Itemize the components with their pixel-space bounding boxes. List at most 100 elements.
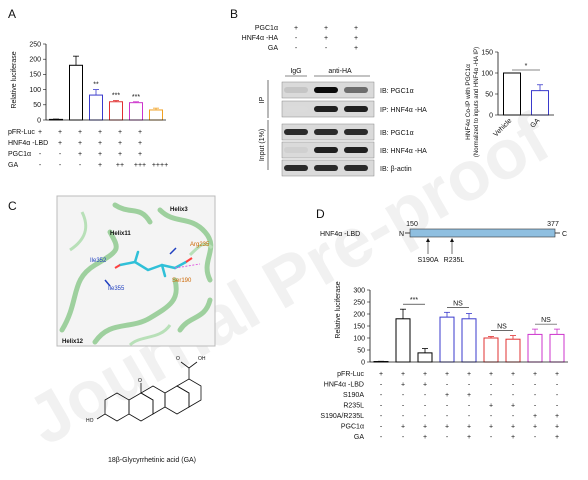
panel-a-tick-label: 200: [29, 57, 41, 64]
panel-a-sign: +: [98, 129, 102, 136]
blot-label: IB: PGC1α: [380, 130, 414, 137]
mutation-arrowhead-r235l: [450, 238, 454, 242]
panel-d-sign: +: [467, 392, 471, 399]
chemical-label-ho: HO: [86, 418, 94, 424]
panel-d-sign: -: [446, 434, 449, 441]
panel-d-row-label: S190A: [343, 392, 364, 399]
panel-a-significance: **: [93, 82, 99, 89]
panel-a-row-label: HNF4α -LBD: [8, 140, 48, 147]
panel-d-sign: +: [489, 424, 493, 431]
panel-a-tick-label: 100: [29, 87, 41, 94]
chemical-label-oh-acid: OH: [198, 356, 206, 362]
helix-12-label: Helix12: [62, 339, 84, 345]
panel-b-sign: +: [324, 35, 328, 42]
domain-start-position: 150: [406, 221, 418, 228]
western-blot-band: [284, 87, 308, 93]
panel-a-sign: +: [38, 129, 42, 136]
panel-d-sign: -: [446, 413, 449, 420]
panel-a-sign: +: [78, 140, 82, 147]
panel-b-bar-ylabel: HNF4α Co-IP with PGC1α: [465, 64, 472, 140]
protein-structure-image: [56, 195, 216, 347]
panel-a-bar: [129, 102, 143, 121]
panel-a-axis: 0 50 100 150 200 250: [29, 41, 47, 124]
panel-a-sign: +: [138, 151, 142, 158]
panel-d-sign: +: [467, 424, 471, 431]
western-blot-band: [314, 165, 338, 171]
western-blot-band: [344, 165, 368, 171]
side-label-ip: IP: [259, 96, 266, 103]
panel-a-sign: +: [58, 129, 62, 136]
panel-d-sign: -: [380, 382, 383, 389]
panel-a-row-label: pFR-Luc: [8, 129, 35, 136]
blot-label: IB: β-actin: [380, 166, 412, 173]
chemical-structure-image: [96, 361, 202, 422]
panel-d-bar: [461, 318, 477, 363]
western-blot-band: [314, 147, 338, 153]
panel-d-sign: -: [490, 434, 493, 441]
panel-d-bar: [395, 318, 411, 363]
mutation-label-s190a: S190A: [417, 257, 438, 264]
panel-a-sign: ++: [116, 162, 124, 169]
panel-d-sign: +: [445, 371, 449, 378]
panel-a-tick-label: 50: [33, 102, 41, 109]
panel-d-tick-label: 150: [353, 323, 365, 330]
panel-d-bar: [417, 352, 433, 363]
panel-d-row-label: S190A/R235L: [320, 413, 364, 420]
panel-d-sign: +: [467, 434, 471, 441]
western-blot-band: [284, 106, 308, 112]
panel-a-significance: ***: [132, 94, 140, 101]
panel-d-sign: +: [489, 403, 493, 410]
panel-a-tick-label: 0: [37, 117, 41, 124]
residue-ile355-label: Ile355: [108, 286, 125, 292]
panel-a-significance: ***: [112, 93, 120, 100]
panel-d-sign: -: [402, 392, 405, 399]
western-blot-band: [314, 129, 338, 135]
panel-a-sign: +: [98, 140, 102, 147]
lane-group-anti-ha: anti-HA: [328, 68, 352, 75]
domain-c-terminus: C: [562, 231, 567, 238]
panel-c: C H: [8, 195, 216, 464]
panel-d-sign: +: [423, 434, 427, 441]
panel-a-sign: +: [78, 129, 82, 136]
panel-d-sign: -: [424, 403, 427, 410]
residue-arg235-label: Arg235: [190, 242, 210, 248]
mutation-arrowhead-s190a: [426, 238, 430, 242]
panel-a-sign: -: [59, 151, 62, 158]
panel-letter-d: D: [316, 207, 325, 221]
panel-d-sign: +: [511, 424, 515, 431]
western-blot-band: [344, 129, 368, 135]
panel-b-sign: +: [324, 25, 328, 32]
panel-d-sign: +: [533, 424, 537, 431]
panel-a-tick-label: 150: [29, 72, 41, 79]
panel-a-sign: +: [118, 140, 122, 147]
chemical-label-o-acid: O: [176, 356, 180, 362]
panel-a-bar: [69, 64, 83, 121]
panel-b-treatment-label: HNF4α -HA: [242, 35, 279, 42]
panel-d-bar: [439, 316, 455, 363]
panel-d-sign: -: [380, 434, 383, 441]
panel-d-sign: +: [445, 424, 449, 431]
panel-d-sign: -: [512, 392, 515, 399]
panel-b-significance: *: [525, 63, 528, 70]
panel-d-sign: +: [467, 371, 471, 378]
panel-d-sign: +: [423, 382, 427, 389]
panel-a-bar: [149, 109, 163, 121]
panel-a-sign: -: [39, 140, 42, 147]
panel-d-sign: +: [423, 371, 427, 378]
panel-d-bars: *** NS NS NS: [370, 297, 568, 363]
panel-a-sign: -: [39, 162, 42, 169]
panel-d-row-label: HNF4α -LBD: [324, 382, 364, 389]
panel-d-tick-label: 300: [353, 287, 365, 294]
panel-d-sign: +: [511, 371, 515, 378]
panel-b-sign: -: [295, 35, 298, 42]
panel-a-sign: +: [118, 129, 122, 136]
domain-n-terminus: N: [399, 231, 404, 238]
residue-ile352-label: Ile352: [90, 258, 107, 264]
panel-letter-b: B: [230, 7, 238, 21]
panel-d-sign: -: [446, 382, 449, 389]
domain-bar: [409, 228, 556, 238]
panel-d-sign: +: [555, 371, 559, 378]
panel-a-sign: +: [138, 129, 142, 136]
panel-d-sign: -: [380, 413, 383, 420]
